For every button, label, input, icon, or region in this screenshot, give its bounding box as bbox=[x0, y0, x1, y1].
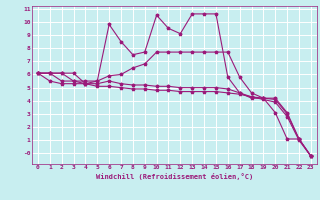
X-axis label: Windchill (Refroidissement éolien,°C): Windchill (Refroidissement éolien,°C) bbox=[96, 173, 253, 180]
